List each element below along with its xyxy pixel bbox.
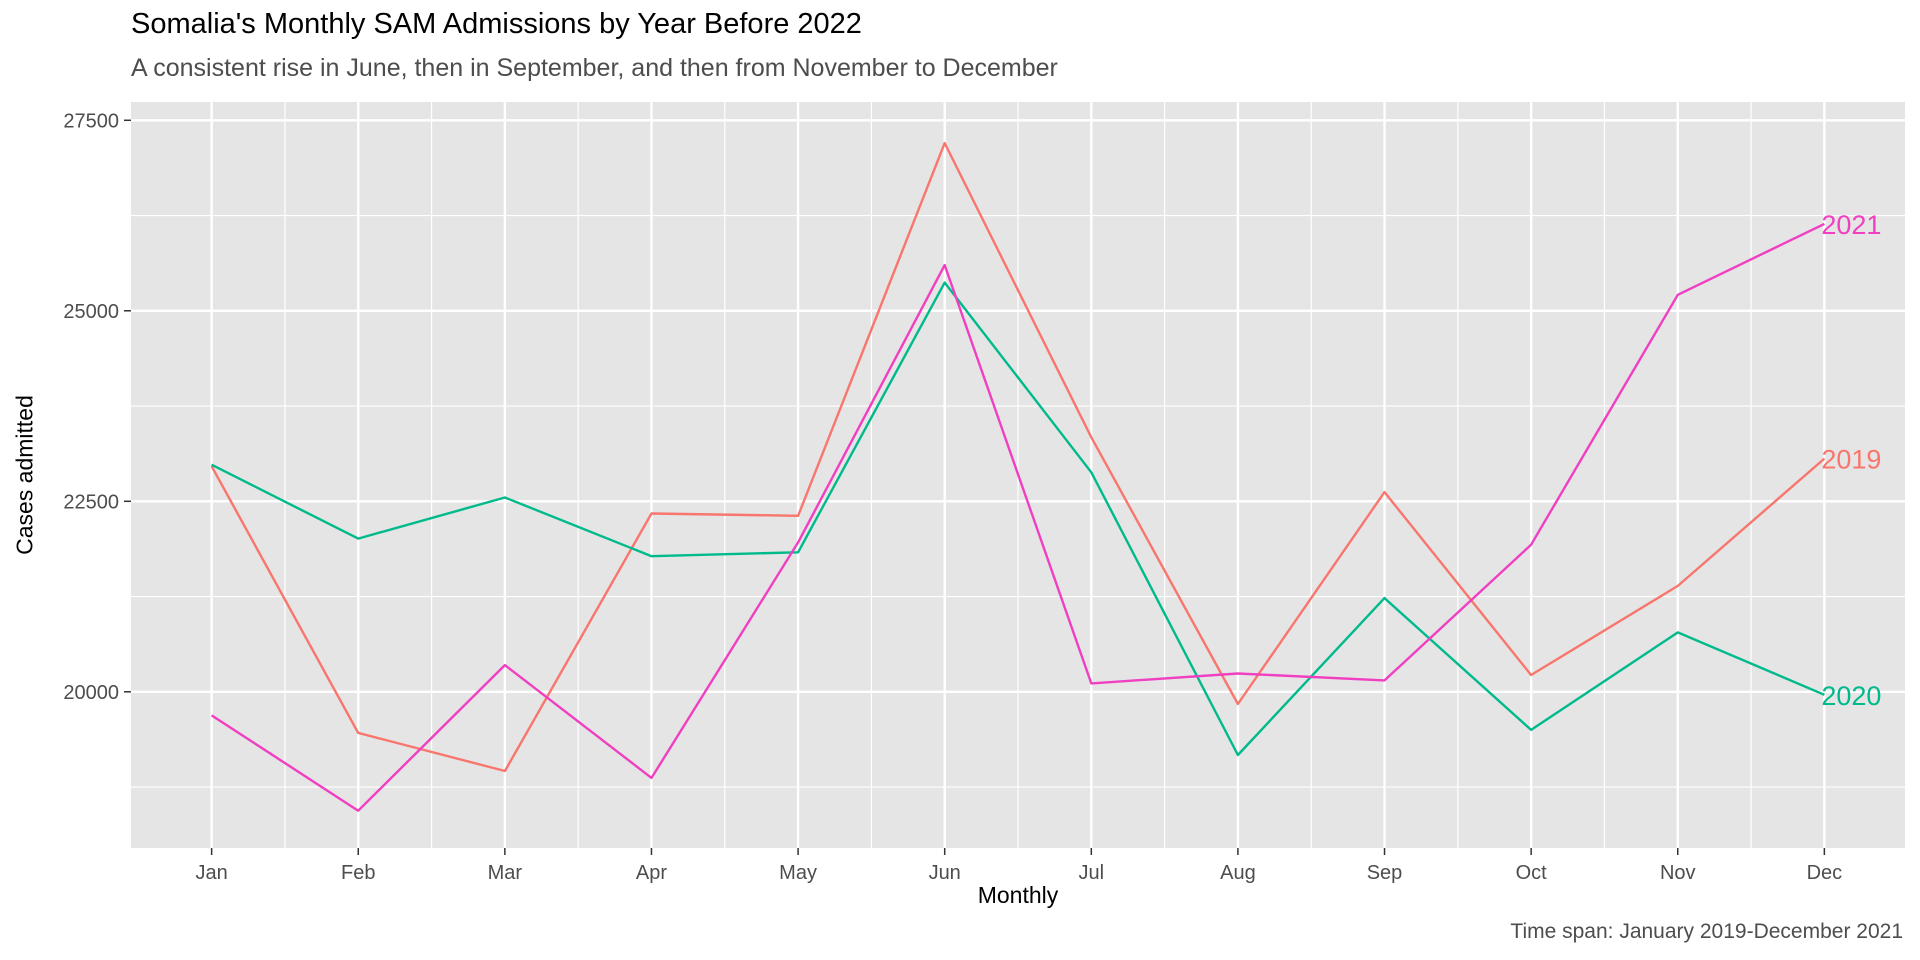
y-tick-label: 22500 [63,491,119,513]
x-tick-label: Dec [1807,862,1843,884]
series-line-2019 [210,141,1826,773]
chart-subtitle: A consistent rise in June, then in Septe… [131,54,1058,82]
series-line-2020 [211,281,1825,757]
series-label-2019: 2019 [1821,445,1881,475]
series-line-2021 [210,222,1825,812]
x-axis-title: Monthly [977,882,1059,908]
x-tick-label: Apr [636,862,667,884]
series-label-2020: 2020 [1821,681,1881,711]
x-tick-label: Sep [1367,862,1403,884]
x-tick-label: Mar [488,862,523,884]
x-tick-label: Jul [1079,862,1105,884]
x-tick-label: Feb [341,862,375,884]
chart-title: Somalia's Monthly SAM Admissions by Year… [131,8,862,40]
x-tick-label: Aug [1220,862,1256,884]
series-label-2021: 2021 [1821,210,1881,240]
x-tick-label: May [779,862,817,884]
x-tick-label: Nov [1660,862,1696,884]
y-tick-label: 27500 [63,110,119,132]
x-tick-label: Oct [1516,862,1548,884]
x-tick-label: Jan [196,862,228,884]
y-tick-label: 20000 [63,682,119,704]
y-tick-label: 25000 [63,301,119,323]
chart-caption: Time span: January 2019-December 2021 [1510,920,1903,943]
x-tick-label: Jun [929,862,961,884]
